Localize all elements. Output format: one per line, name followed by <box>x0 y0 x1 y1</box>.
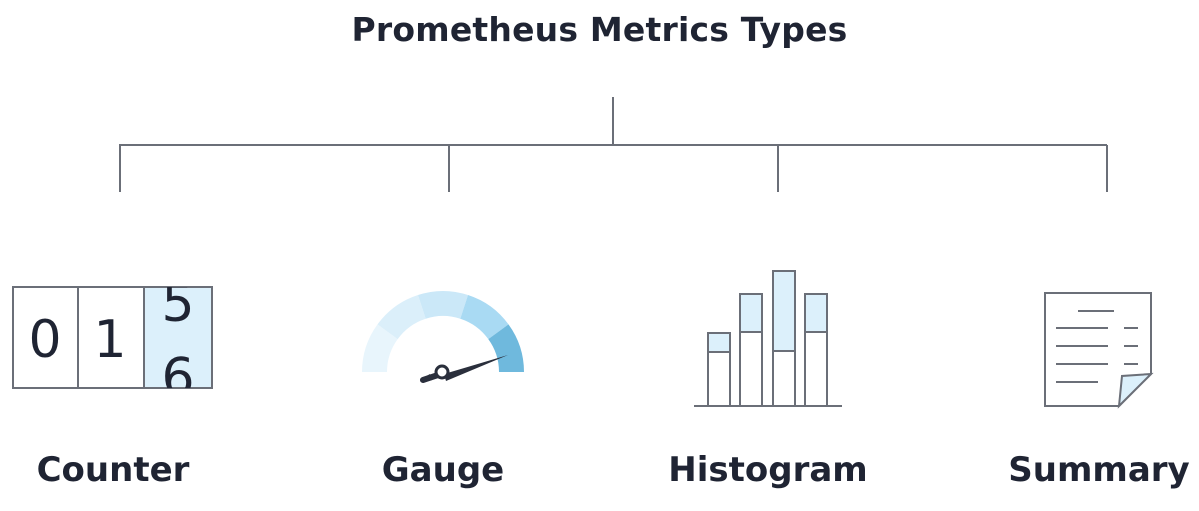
diagram-title: Prometheus Metrics Types <box>351 10 848 49</box>
gauge-segment-1 <box>362 324 398 372</box>
counter-digit-1: 0 <box>28 310 61 370</box>
gauge-needle <box>420 355 508 383</box>
label-gauge: Gauge <box>381 450 505 490</box>
gauge-icon <box>362 291 524 383</box>
gauge-segment-3 <box>418 291 468 319</box>
histogram-icon <box>694 270 842 407</box>
gauge-segment-5 <box>488 324 524 372</box>
document-icon <box>1044 292 1154 409</box>
label-histogram: Histogram <box>668 450 868 490</box>
counter-digit-2: 1 <box>93 310 126 370</box>
label-counter: Counter <box>36 450 190 490</box>
label-summary: Summary <box>1008 450 1190 490</box>
gauge-segment-4 <box>460 295 509 340</box>
counter-icon: 0 1 5 6 <box>12 274 213 408</box>
gauge-segment-2 <box>377 295 426 340</box>
counter-digit-3-bottom: 6 <box>161 348 194 408</box>
tree-connectors <box>119 97 1108 192</box>
counter-digit-3-top: 5 <box>161 274 194 334</box>
